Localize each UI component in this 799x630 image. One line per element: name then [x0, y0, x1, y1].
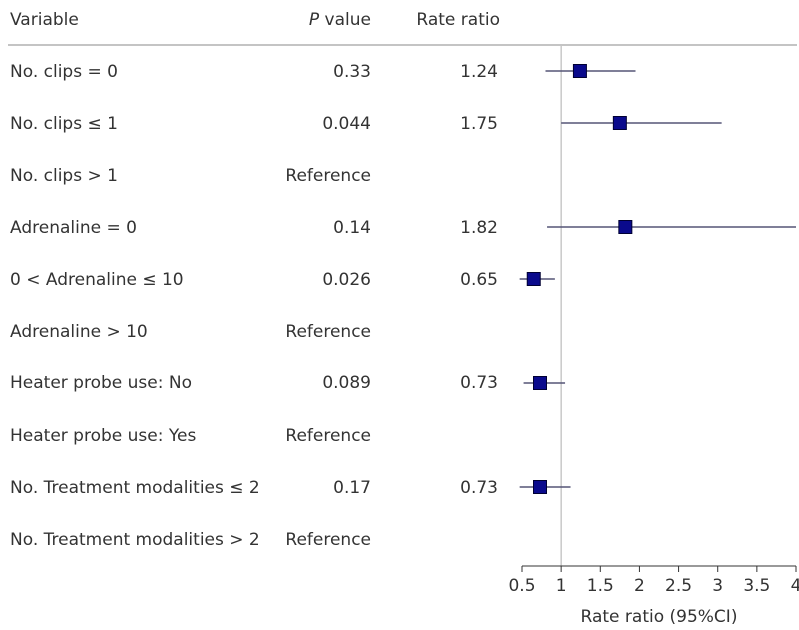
- plot-area: 0.5 1 1.5 2 2.5 3 3.5 4 Rate ratio (95%CI): [508, 46, 799, 627]
- row-variable: No. Treatment modalities ≤ 2: [10, 478, 260, 498]
- header-p-italic: P: [308, 10, 320, 30]
- header-p-rest: value: [319, 10, 371, 30]
- row-p-value: 0.33: [333, 62, 371, 82]
- row-rate-ratio: 0.65: [460, 270, 498, 290]
- point-estimate: [526, 272, 541, 286]
- row-p-value: 0.026: [322, 270, 371, 290]
- header-p-value: P value: [250, 10, 371, 30]
- point-estimate: [612, 116, 627, 130]
- x-tick-label: 1.5: [587, 576, 614, 596]
- row-variable: Adrenaline = 0: [10, 218, 137, 238]
- row-p-value: Reference: [285, 322, 371, 342]
- x-tick-label: 0.5: [508, 576, 535, 596]
- point-estimate: [533, 376, 548, 390]
- row-variable: No. clips = 0: [10, 62, 118, 82]
- row-variable: Heater probe use: Yes: [10, 426, 197, 446]
- x-tick-label: 1: [556, 576, 567, 596]
- x-tick-label: 3.5: [743, 576, 770, 596]
- x-tick-label: 4: [791, 576, 799, 596]
- point-estimate: [572, 64, 587, 78]
- row-variable: Heater probe use: No: [10, 373, 192, 393]
- x-tick-label: 2.5: [665, 576, 692, 596]
- point-estimate: [533, 480, 548, 494]
- row-rate-ratio: 1.82: [460, 218, 498, 238]
- header-rate-ratio: Rate ratio: [416, 10, 500, 30]
- row-rate-ratio: 0.73: [460, 373, 498, 393]
- row-variable: No. clips > 1: [10, 166, 118, 186]
- row-variable: No. Treatment modalities > 2: [10, 530, 260, 550]
- row-rate-ratio: 1.24: [460, 62, 498, 82]
- x-tick-label: 2: [634, 576, 645, 596]
- row-variable: No. clips ≤ 1: [10, 114, 118, 134]
- row-p-value: 0.17: [333, 478, 371, 498]
- row-p-value: Reference: [285, 166, 371, 186]
- row-p-value: 0.044: [322, 114, 371, 134]
- row-p-value: 0.14: [333, 218, 371, 238]
- point-estimate: [618, 220, 633, 234]
- row-rate-ratio: 0.73: [460, 478, 498, 498]
- row-rate-ratio: 1.75: [460, 114, 498, 134]
- x-tick-label: 3: [712, 576, 723, 596]
- x-axis-label: Rate ratio (95%CI): [581, 607, 738, 627]
- row-p-value: Reference: [285, 426, 371, 446]
- row-variable: 0 < Adrenaline ≤ 10: [10, 270, 184, 290]
- header-variable: Variable: [10, 10, 79, 30]
- row-variable: Adrenaline > 10: [10, 322, 148, 342]
- row-p-value: Reference: [285, 530, 371, 550]
- row-p-value: 0.089: [322, 373, 371, 393]
